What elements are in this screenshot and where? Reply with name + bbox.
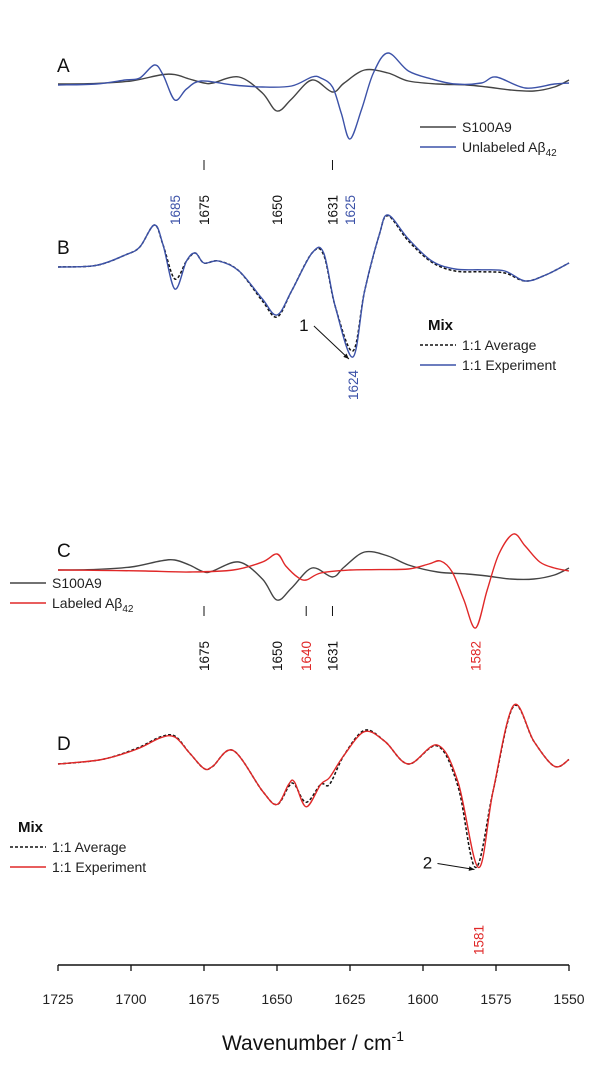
x-tick-label-1600: 1600 bbox=[407, 991, 438, 1007]
legend-entry-a-1: S100A9 bbox=[462, 119, 512, 135]
peak-label-c-1640: 1640 bbox=[299, 641, 314, 671]
legend-entry-c-2: Labeled Aβ42 bbox=[52, 595, 134, 615]
series-line-a-1 bbox=[57, 68, 570, 112]
legends: S100A9 Unlabeled Aβ42 Mix 1:1 Average 1:1 Ex… bbox=[10, 119, 557, 875]
legend-entry-b-2: 1:1 Experiment bbox=[462, 357, 556, 373]
annotation-number-2: 2 bbox=[423, 854, 432, 873]
legend-entry-a-2: Unlabeled Aβ42 bbox=[462, 139, 557, 159]
x-axis: 1725 1700 1675 1650 1625 1600 1575 1550 Wavenum… bbox=[42, 964, 585, 1055]
x-axis-label: Wavenumber / cm-1 bbox=[222, 1028, 404, 1055]
x-tick-label-1550: 1550 bbox=[553, 991, 584, 1007]
x-tick-label-1700: 1700 bbox=[115, 991, 146, 1007]
x-tick-label-1650: 1650 bbox=[261, 991, 292, 1007]
x-tick-label-1575: 1575 bbox=[480, 991, 511, 1007]
peak-label-c-1675: 1675 bbox=[197, 641, 212, 671]
x-axis-ticks: 1725 1700 1675 1650 1625 1600 1575 1550 bbox=[42, 965, 585, 1007]
x-tick-label-1725: 1725 bbox=[42, 991, 73, 1007]
series-line-c-1 bbox=[57, 550, 570, 601]
series-line-a-2 bbox=[57, 52, 570, 140]
annotation-arrow-head-2 bbox=[468, 866, 475, 871]
peak-label-c-1631: 1631 bbox=[325, 641, 340, 671]
x-tick-label-1675: 1675 bbox=[188, 991, 219, 1007]
legend-title-b: Mix bbox=[428, 317, 454, 334]
panel-letter-c: C bbox=[57, 541, 71, 562]
annotation-arrow-line-2 bbox=[437, 863, 475, 870]
legend-title-d: Mix bbox=[18, 819, 44, 836]
annotation-number-1: 1 bbox=[299, 316, 308, 335]
series-line-b-2 bbox=[57, 214, 570, 358]
peak-label-a-1625: 1625 bbox=[343, 195, 358, 225]
peak-label-c-1650: 1650 bbox=[270, 641, 285, 671]
peak-label-a-1675: 1675 bbox=[197, 195, 212, 225]
peak-label-b-1624: 1624 bbox=[346, 369, 361, 400]
series-line-d-1 bbox=[57, 704, 570, 869]
series-line-b-1 bbox=[57, 215, 570, 352]
series-line-d-2 bbox=[57, 703, 570, 869]
peak-label-a-1685: 1685 bbox=[168, 195, 183, 225]
annotation-arrow-line-1 bbox=[313, 325, 350, 360]
legend-entry-c-1: S100A9 bbox=[52, 575, 102, 591]
spectra-curves bbox=[57, 52, 570, 869]
panel-letter-b: B bbox=[57, 238, 70, 259]
panel-letter-d: D bbox=[57, 734, 71, 755]
x-tick-label-1625: 1625 bbox=[334, 991, 365, 1007]
peak-label-a-1650: 1650 bbox=[270, 195, 285, 225]
legend-entry-d-2: 1:1 Experiment bbox=[52, 859, 146, 875]
panel-letter-a: A bbox=[57, 56, 70, 77]
annotation-arrow-head-1 bbox=[343, 353, 349, 359]
legend-entry-b-1: 1:1 Average bbox=[462, 337, 537, 353]
legend-entry-d-1: 1:1 Average bbox=[52, 839, 127, 855]
series-line-c-2 bbox=[57, 533, 570, 629]
x-axis-label-superscript: -1 bbox=[392, 1028, 405, 1044]
peak-label-c-1582: 1582 bbox=[469, 641, 484, 671]
peak-label-a-1631: 1631 bbox=[325, 195, 340, 225]
peak-label-d-1581: 1581 bbox=[471, 925, 486, 955]
